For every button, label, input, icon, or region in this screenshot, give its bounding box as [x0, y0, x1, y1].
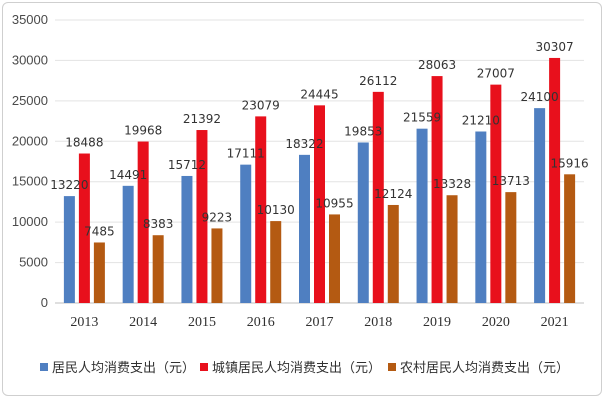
data-label: 21392	[183, 112, 221, 126]
legend-label: 城镇居民人均消费支出（元）	[212, 361, 381, 376]
y-tick-label: 30000	[12, 52, 48, 67]
y-tick-label: 25000	[12, 93, 48, 108]
y-tick-label: 15000	[12, 174, 48, 189]
bar	[122, 185, 134, 303]
data-label: 12124	[374, 187, 412, 201]
bar	[372, 91, 384, 303]
bar	[78, 153, 90, 303]
bar	[314, 105, 325, 303]
bar	[357, 142, 369, 303]
bar	[255, 116, 267, 303]
x-tick-label: 2017	[306, 315, 334, 330]
bar	[387, 204, 399, 303]
x-tick-label: 2016	[247, 315, 275, 330]
bar	[196, 130, 208, 303]
y-tick-label: 0	[41, 295, 48, 310]
data-label: 28063	[418, 58, 456, 72]
bar	[549, 57, 561, 303]
data-label: 27007	[477, 67, 515, 81]
bar	[431, 76, 443, 303]
data-label: 21210	[462, 114, 500, 128]
y-axis: 0 5000 10000 15000 20000 25000 30000 35000	[12, 12, 48, 310]
bar	[181, 175, 193, 303]
bar	[240, 164, 252, 303]
x-axis: 2013 2014 2015 2016 2017 2018 2019 2020 2021	[70, 315, 568, 330]
bar	[299, 154, 310, 303]
bar	[152, 235, 164, 303]
y-tick-label: 10000	[12, 214, 48, 229]
x-tick-label: 2015	[188, 315, 216, 330]
data-label: 13713	[492, 174, 530, 188]
bars	[63, 57, 576, 304]
legend-swatch	[388, 363, 396, 371]
bar	[564, 174, 576, 303]
data-label: 10130	[257, 203, 295, 217]
x-tick-label: 2014	[129, 315, 157, 330]
y-tick-label: 35000	[12, 12, 48, 27]
data-label: 15712	[168, 158, 206, 172]
data-label: 30307	[536, 40, 574, 54]
y-tick-label: 20000	[12, 133, 48, 148]
bar	[490, 84, 502, 303]
data-label: 18322	[285, 137, 323, 151]
data-label: 10955	[315, 196, 353, 210]
legend-label: 农村居民人均消费支出（元）	[400, 361, 569, 376]
data-label: 18488	[65, 136, 103, 150]
data-label: 21559	[403, 111, 441, 125]
bar	[475, 131, 487, 303]
bar	[270, 221, 282, 303]
data-label: 19968	[124, 124, 162, 138]
bar	[63, 196, 75, 303]
bar	[211, 228, 223, 303]
bar	[505, 192, 517, 303]
x-tick-label: 2018	[364, 315, 392, 330]
bar	[534, 108, 546, 304]
data-label: 17111	[227, 147, 265, 161]
bar	[93, 242, 105, 303]
x-tick-label: 2013	[70, 315, 98, 330]
x-tick-label: 2020	[482, 315, 510, 330]
data-label: 13328	[433, 177, 471, 191]
y-tick-label: 5000	[19, 255, 48, 270]
legend-label: 居民人均消费支出（元）	[52, 361, 195, 376]
data-label: 26112	[359, 74, 397, 88]
legend: 居民人均消费支出（元） 城镇居民人均消费支出（元） 农村居民人均消费支出（元）	[40, 361, 569, 376]
data-label: 13220	[50, 178, 88, 192]
data-label: 23079	[242, 98, 280, 112]
bar	[416, 128, 428, 303]
data-label: 9223	[202, 210, 233, 224]
data-label: 8383	[143, 217, 174, 231]
x-tick-label: 2019	[423, 315, 451, 330]
legend-swatch	[200, 363, 208, 371]
data-label: 15916	[551, 156, 589, 170]
bar	[446, 195, 458, 303]
data-labels: 13220 18488 7485 14491 19968 8383 15712 21392 92…	[50, 40, 588, 239]
data-label: 19853	[344, 124, 382, 138]
bar	[329, 214, 340, 303]
data-label: 24445	[300, 87, 338, 101]
data-label: 24100	[521, 90, 559, 104]
legend-swatch	[40, 363, 48, 371]
x-tick-label: 2021	[541, 315, 569, 330]
data-label: 7485	[84, 224, 115, 238]
bar	[137, 141, 149, 303]
data-label: 14491	[109, 168, 147, 182]
